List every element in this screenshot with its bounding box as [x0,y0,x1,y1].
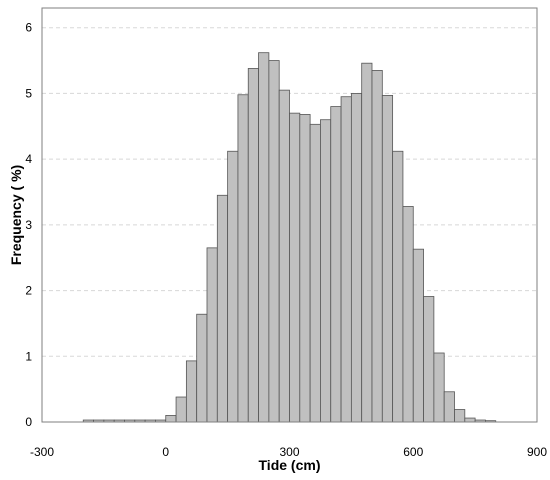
x-tick-label: 900 [527,445,547,459]
y-axis-ticks: 0 1 2 3 4 5 6 [25,21,32,429]
x-tick-label: 0 [162,445,169,459]
histogram-bar [165,415,177,423]
histogram-bars [82,52,497,423]
histogram-bar [371,70,383,423]
histogram-bar [320,119,332,423]
histogram-bar [185,360,198,423]
histogram-bar [247,68,259,423]
histogram-bar [206,247,218,423]
x-tick-label: 600 [403,445,423,459]
histogram-bar [443,391,455,423]
y-tick-label: 3 [25,218,32,232]
y-tick-label: 1 [25,349,32,363]
histogram-bar [216,194,229,423]
histogram-bar [423,296,435,423]
histogram-bar [258,52,270,423]
histogram-bar [361,62,373,423]
histogram-bar [278,89,290,423]
plot-area [41,7,538,423]
histogram-bar [433,352,445,423]
x-axis-ticks: -300 0 300 600 900 [30,445,547,459]
y-tick-label: 2 [25,284,32,298]
histogram-bar [412,248,424,423]
y-tick-label: 5 [25,86,32,100]
histogram-bar [299,114,311,423]
y-tick-label: 6 [25,21,32,35]
y-axis-title: Frequency ( %) [8,165,24,265]
histogram-bar [392,150,404,423]
histogram-bar [237,94,249,423]
x-tick-label: -300 [30,445,54,459]
histogram-bar [175,396,187,423]
histogram-bar [309,123,321,423]
histogram-bar [289,112,301,423]
histogram-bar [196,313,208,423]
histogram-bar [454,409,466,423]
histogram-bar [340,96,352,423]
y-tick-label: 0 [25,415,32,429]
histogram-bar [350,93,363,423]
histogram-bar [227,150,239,423]
x-tick-label: 300 [279,445,299,459]
histogram-bar [330,106,342,423]
histogram-bar [268,60,280,423]
histogram-bar [464,417,476,423]
y-tick-label: 4 [25,152,32,166]
histogram-bar [381,95,394,423]
x-axis-title: Tide (cm) [259,457,321,473]
histogram-bar [402,206,414,423]
